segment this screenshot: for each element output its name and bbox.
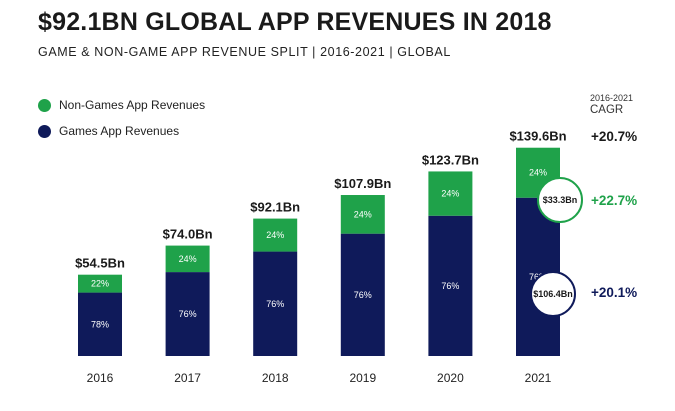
total-label-2018: $92.1Bn (250, 200, 300, 215)
total-label-2017: $74.0Bn (163, 227, 213, 242)
chart-subtitle: GAME & NON-GAME APP REVENUE SPLIT | 2016… (38, 45, 451, 59)
share-label-games-2016: 78% (91, 319, 109, 329)
bar-games-2018 (253, 251, 298, 356)
share-label-non-games-2019: 24% (354, 209, 372, 219)
share-label-games-2017: 76% (179, 309, 197, 319)
bar-non-games-2019 (340, 195, 385, 234)
bubble-games-2021: $106.4Bn (530, 271, 576, 317)
bar-games-2020 (428, 215, 473, 356)
chart-title: $92.1BN GLOBAL APP REVENUES IN 2018 (38, 8, 552, 36)
share-label-non-games-2017: 24% (179, 254, 197, 264)
bar-non-games-2017 (165, 245, 210, 273)
x-tick-2020: 2020 (437, 371, 464, 385)
bar-non-games-2020 (428, 171, 473, 216)
bar-games-2019 (340, 233, 385, 356)
bar-non-games-2016 (78, 274, 122, 293)
legend-item-non-games: Non-Games App Revenues (38, 92, 205, 118)
bar-games-2017 (165, 272, 210, 356)
bar-non-games-2018 (253, 218, 298, 252)
legend-item-games: Games App Revenues (38, 118, 205, 144)
x-tick-2019: 2019 (349, 371, 376, 385)
cagr-total: +20.7% (591, 129, 638, 144)
x-tick-2017: 2017 (174, 371, 201, 385)
cagr-games: +20.1% (591, 285, 638, 300)
legend-swatch-non-games (38, 98, 51, 112)
total-label-2016: $54.5Bn (75, 256, 125, 271)
cagr-period: 2016-2021 (590, 93, 634, 103)
legend-swatch-games (38, 124, 51, 138)
legend: Non-Games App Revenues Games App Revenue… (38, 92, 205, 144)
x-tick-2016: 2016 (87, 371, 114, 385)
cagr-non-games: +22.7% (591, 193, 638, 208)
share-label-games-2018: 76% (266, 299, 284, 309)
share-label-games-2020: 76% (441, 281, 459, 291)
bubble-non-games-2021: $33.3Bn (537, 177, 583, 223)
share-label-non-games-2020: 24% (441, 189, 459, 199)
share-label-games-2019: 76% (354, 290, 372, 300)
share-label-non-games-2016: 22% (91, 279, 109, 289)
cagr-header: 2016-2021 CAGR (590, 93, 633, 116)
legend-label-non-games: Non-Games App Revenues (59, 98, 206, 112)
share-label-non-games-2021: 24% (529, 168, 547, 178)
cagr-label: CAGR (590, 104, 624, 116)
bar-games-2016 (78, 292, 122, 356)
total-label-2019: $107.9Bn (334, 176, 391, 191)
x-tick-2021: 2021 (525, 371, 552, 385)
share-label-non-games-2018: 24% (266, 230, 284, 240)
total-label-2021: $139.6Bn (509, 129, 566, 144)
x-tick-2018: 2018 (262, 371, 289, 385)
total-label-2020: $123.7Bn (422, 152, 479, 167)
legend-label-games: Games App Revenues (59, 124, 180, 138)
